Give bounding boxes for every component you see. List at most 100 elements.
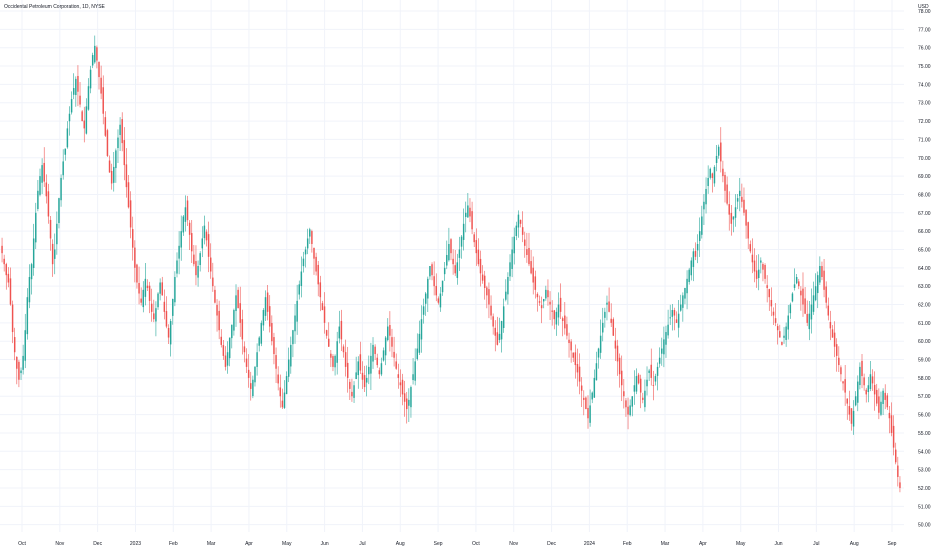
candle [618,353,621,388]
candle [859,362,861,390]
candle [492,313,494,335]
candle [165,296,168,329]
candle [186,195,189,226]
candle [100,65,102,100]
currency-label: USD [918,4,929,10]
candle [32,223,35,276]
candle [290,336,292,374]
candle [517,210,520,238]
candle [458,236,461,272]
candle [108,155,111,173]
candle [671,303,674,331]
candle [557,292,560,326]
candle [842,380,844,391]
candle [180,215,182,261]
candle [62,149,64,180]
candle [610,303,612,327]
x-tick-label: Dec [547,541,556,547]
candle [452,249,454,275]
candle [58,197,60,229]
candle [589,389,591,427]
candle [382,347,385,362]
candle [16,356,18,385]
candle [732,216,735,233]
x-tick-label: Nov [55,541,64,547]
candle [751,238,754,274]
candle [140,287,142,306]
candle [349,378,351,401]
candle [119,117,121,151]
candle [336,331,338,375]
y-tick-label: 58.00 [918,376,931,382]
candle [279,374,282,408]
candle [429,265,431,280]
candle [11,300,14,344]
candle [403,380,406,417]
candle [772,307,775,326]
candle [54,233,56,275]
candle [72,73,75,100]
candle [819,256,821,285]
candle [311,229,313,253]
y-tick-label: 64.00 [918,266,931,272]
candle [370,342,372,390]
candle [167,324,170,344]
price-axis: 50.00 51.00 52.00 53.00 54.00 55.00 56.00 57.00… [918,9,931,529]
candle [254,365,256,387]
candle [532,256,534,295]
candle [620,355,623,402]
candle [774,303,777,327]
candle [831,324,834,338]
candle [13,327,16,361]
candle [534,270,537,299]
candle [669,304,671,325]
candle [838,346,840,373]
candle [564,301,566,335]
candle [566,316,568,340]
candle [817,271,819,309]
candle [178,231,180,275]
candle [509,254,511,281]
candle [787,304,789,340]
candle [835,338,838,372]
y-tick-label: 52.00 [918,486,931,492]
y-tick-label: 70.00 [918,156,931,162]
candle [332,354,334,372]
candle [81,110,83,122]
candle [262,308,265,331]
y-tick-label: 57.00 [918,394,931,400]
candle [717,144,720,159]
candle [585,396,587,410]
candle [833,321,836,358]
candle [791,292,794,303]
candle [123,127,126,181]
candle [766,275,768,303]
candle [5,262,8,290]
candle [387,318,389,342]
x-tick-label: 2024 [584,541,595,547]
candle [857,375,859,412]
candle [633,370,636,405]
candle [271,315,273,346]
candle [498,317,501,343]
y-tick-label: 65.00 [918,247,931,253]
candle [829,310,832,341]
candle [625,397,627,417]
candle [296,284,298,335]
candle [827,297,830,321]
candle [770,287,773,317]
candle [7,267,10,288]
candle [724,171,726,203]
candle [252,375,254,399]
candle [317,260,319,297]
candle [473,232,475,248]
candle [840,365,842,382]
x-tick-label: Jun [774,541,782,547]
candle [583,390,585,416]
time-axis: Oct Nov Dec 2023 Feb Mar Apr May Jun Jul Aug Sep Oct… [18,541,897,547]
candle [344,339,347,377]
candle [526,232,528,263]
candle [340,309,343,352]
x-tick-label: Apr [699,541,707,547]
candle [273,332,275,365]
